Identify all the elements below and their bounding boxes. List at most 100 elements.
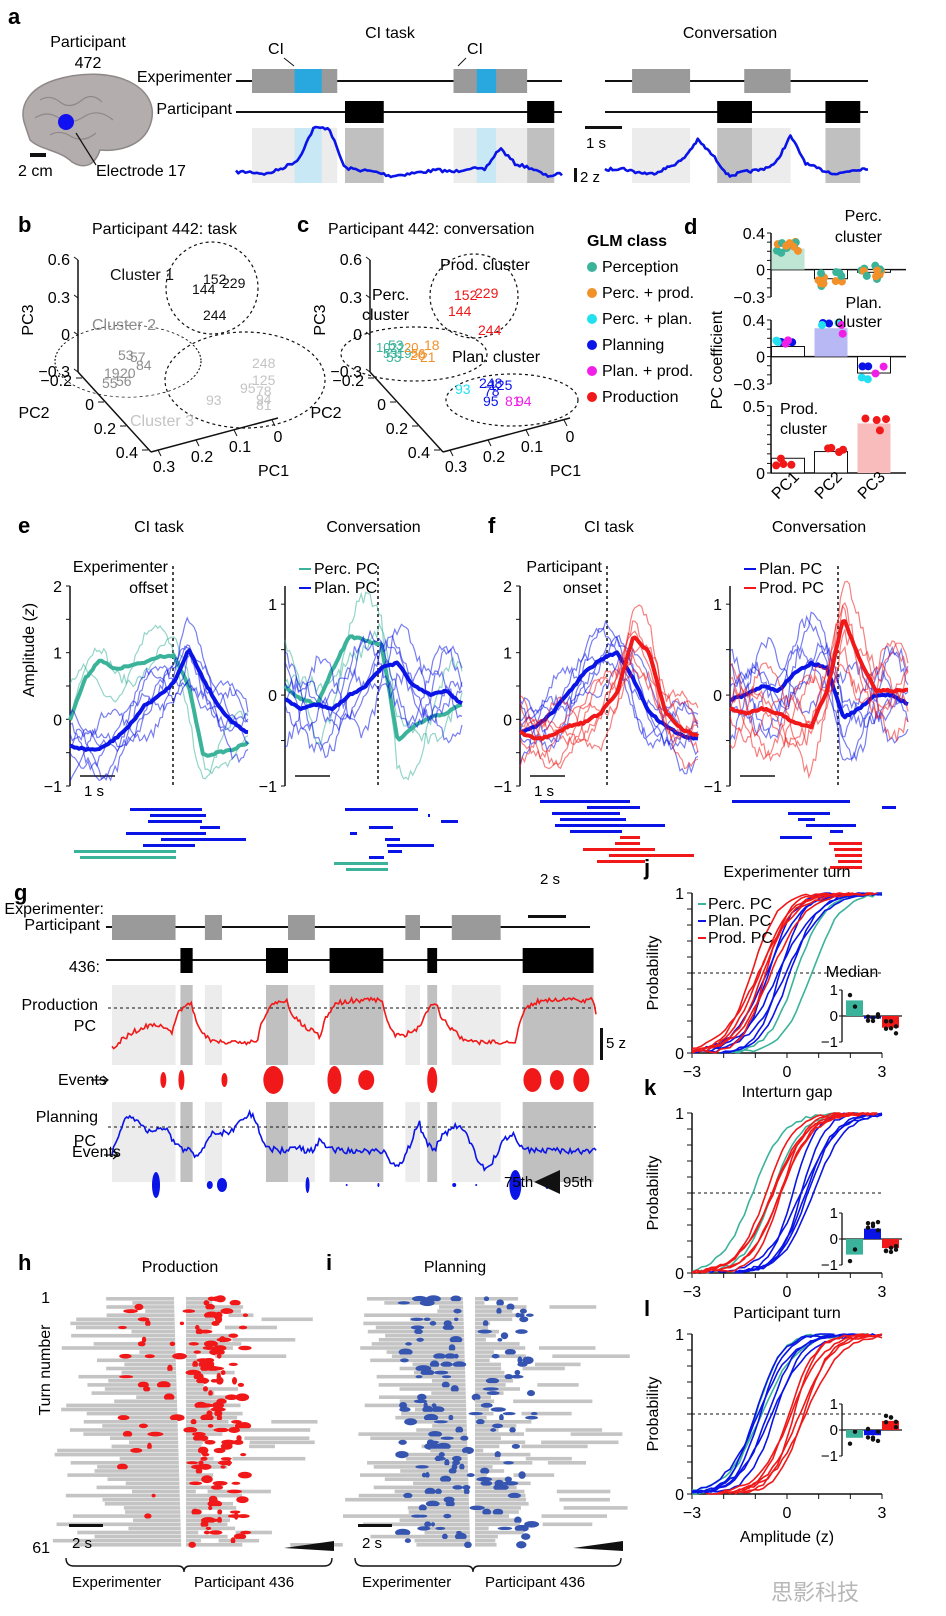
mean-trace-planning bbox=[284, 660, 463, 712]
experimenter-turn-bar bbox=[391, 1354, 465, 1358]
participant-turn-bar bbox=[552, 1354, 630, 1358]
event-marker bbox=[212, 1480, 228, 1486]
experimenter-turn-bar bbox=[425, 1526, 470, 1531]
turn-shade bbox=[112, 1102, 176, 1182]
event-marker bbox=[435, 1488, 442, 1495]
participant-turn-bar bbox=[186, 1383, 204, 1387]
inset-bar-production bbox=[882, 1239, 899, 1249]
event-raster-bar bbox=[829, 842, 862, 845]
data-point bbox=[782, 241, 791, 250]
x-tick-label: 0 bbox=[783, 1505, 792, 1522]
participant-turn-bar bbox=[475, 1305, 527, 1309]
subplot-title: Participant turn bbox=[733, 1305, 841, 1322]
y-tick-label: 0 bbox=[53, 712, 62, 729]
participant-turn bbox=[266, 948, 288, 973]
electrode-label: 21 bbox=[420, 349, 436, 365]
event-marker bbox=[209, 1348, 225, 1356]
y-tick-label: 1 bbox=[675, 886, 684, 903]
inset-point bbox=[888, 1019, 894, 1024]
i-time-scale-label: 2 s bbox=[362, 1535, 382, 1552]
event-marker bbox=[236, 1496, 249, 1504]
participant-turn-bar bbox=[542, 1522, 593, 1527]
participant-turn-bar bbox=[475, 1506, 521, 1510]
event-marker bbox=[188, 1342, 199, 1346]
y-tick-label: 0.5 bbox=[743, 399, 765, 416]
experimenter-turn-bar bbox=[111, 1444, 179, 1449]
event-marker bbox=[519, 1316, 529, 1323]
x-tick-label: −3 bbox=[683, 1064, 701, 1081]
event-marker bbox=[144, 1513, 152, 1519]
event-marker bbox=[399, 1406, 411, 1413]
event-marker bbox=[509, 1427, 516, 1433]
pc2-tick-label: 0.2 bbox=[386, 421, 408, 438]
event-marker bbox=[200, 1520, 209, 1529]
participant-turn-bar bbox=[475, 1395, 491, 1399]
event-marker bbox=[509, 1374, 524, 1379]
participant-turn-bar bbox=[186, 1317, 214, 1322]
data-point bbox=[772, 461, 781, 470]
brain-scale-label: 2 cm bbox=[18, 163, 53, 180]
inset-point bbox=[875, 1228, 881, 1233]
event-raster-bar bbox=[161, 838, 246, 841]
participant-turn-bar bbox=[475, 1436, 501, 1440]
participant-turn-bar bbox=[475, 1354, 526, 1358]
participant-turn-bar bbox=[522, 1366, 565, 1371]
inset-bar-planning bbox=[864, 1228, 881, 1239]
experimenter-turn-bar bbox=[133, 1518, 181, 1522]
participant-turn-bar bbox=[261, 1317, 313, 1322]
event-marker bbox=[511, 1443, 521, 1449]
trace-planning bbox=[69, 645, 249, 753]
event-marker bbox=[438, 1451, 445, 1458]
experimenter-turn-bar bbox=[416, 1543, 471, 1547]
event-raster-bar bbox=[560, 818, 626, 821]
experimenter-turn-bar bbox=[97, 1358, 176, 1363]
production-event bbox=[263, 1066, 284, 1094]
participant-turn-bar bbox=[218, 1538, 260, 1543]
trace-production bbox=[519, 668, 699, 770]
participant-turn-bar bbox=[475, 1538, 496, 1543]
participant-turn-bar bbox=[186, 1399, 227, 1404]
event-marker bbox=[490, 1407, 506, 1412]
experimenter-turn-bar bbox=[359, 1473, 469, 1477]
event-marker bbox=[192, 1434, 209, 1442]
event-marker bbox=[195, 1467, 203, 1475]
electrode-label: 93 bbox=[455, 381, 471, 397]
pc1-axis-label: PC1 bbox=[258, 463, 289, 480]
pc2-tick-label: 0.4 bbox=[116, 445, 138, 462]
legend-marker-planning bbox=[587, 340, 597, 350]
experimenter-turn-bar bbox=[364, 1403, 467, 1408]
inset-tick-label: −1 bbox=[821, 1034, 838, 1051]
subplot-title: Conversation bbox=[326, 519, 420, 536]
event-marker bbox=[444, 1353, 456, 1360]
electrode-label: 55 bbox=[386, 349, 402, 365]
participant-turn-bar bbox=[186, 1313, 217, 1317]
event-marker bbox=[198, 1329, 213, 1334]
scale-bar bbox=[358, 1524, 392, 1527]
event-marker bbox=[215, 1376, 224, 1385]
event-marker bbox=[397, 1301, 410, 1305]
row-label-participant: Participant bbox=[156, 101, 232, 118]
event-marker bbox=[492, 1508, 504, 1516]
planning-event bbox=[377, 1183, 380, 1187]
experimenter-turn bbox=[632, 69, 691, 93]
h-time-scale-label: 2 s bbox=[72, 1535, 92, 1552]
event-marker bbox=[525, 1313, 534, 1317]
event-raster-bar bbox=[130, 808, 202, 811]
participant-turn-bar bbox=[563, 1506, 628, 1510]
turn-shade bbox=[345, 128, 384, 183]
participant-turn-bar bbox=[541, 1440, 619, 1445]
participant-turn-bar bbox=[271, 1420, 318, 1424]
turn-shade bbox=[329, 985, 384, 1065]
experimenter-turn-bar bbox=[87, 1383, 177, 1387]
event-label: onset bbox=[563, 580, 603, 597]
event-marker bbox=[212, 1401, 224, 1409]
event-marker bbox=[232, 1439, 244, 1445]
panel-d: d PC coefficient 0.4 0 −0.3 Perc. 0.4 0 −0.3 Pl… bbox=[684, 208, 906, 503]
event-marker bbox=[418, 1504, 427, 1512]
production-event bbox=[427, 1067, 438, 1093]
data-point bbox=[817, 279, 826, 288]
cdf-production bbox=[720, 1112, 854, 1273]
cluster-outline bbox=[54, 324, 202, 398]
event-marker bbox=[507, 1492, 521, 1499]
turn-shade bbox=[451, 985, 501, 1065]
